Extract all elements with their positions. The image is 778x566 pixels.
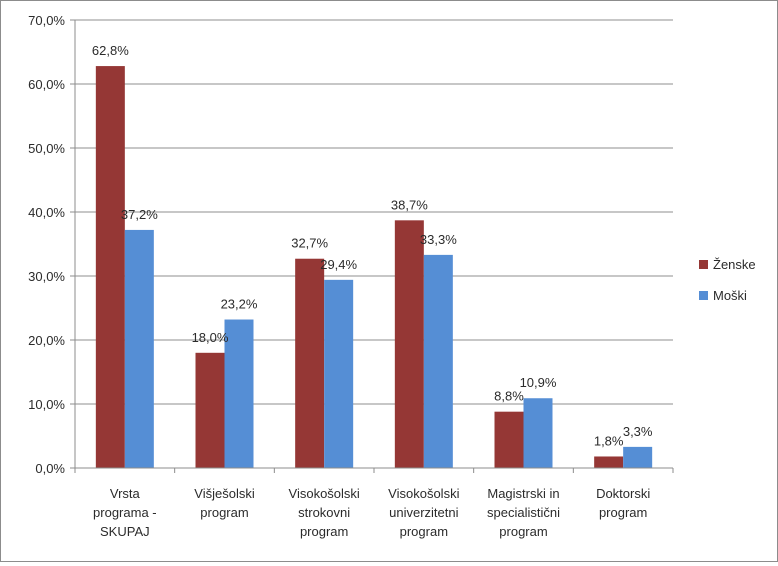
bar-moski bbox=[523, 398, 553, 468]
x-category-label: Doktorski program bbox=[596, 486, 650, 520]
data-label: 38,7% bbox=[391, 197, 428, 212]
bar-zenske bbox=[195, 352, 225, 468]
data-label: 1,8% bbox=[594, 433, 624, 448]
x-category-label: Magistrski in specialistični program bbox=[487, 486, 560, 539]
legend-swatch-zenske bbox=[699, 260, 708, 269]
x-category-label: Vrsta programa -SKUPAJ bbox=[93, 486, 157, 539]
y-tick-label: 0,0% bbox=[35, 461, 65, 476]
bar-moski bbox=[224, 319, 254, 468]
data-label: 32,7% bbox=[291, 236, 328, 251]
y-tick-label: 10,0% bbox=[28, 397, 65, 412]
data-label: 8,8% bbox=[494, 389, 524, 404]
data-label: 10,9% bbox=[520, 375, 557, 390]
x-category-label: Visokošolski strokovni program bbox=[289, 486, 360, 539]
x-category-label: Višješolski program bbox=[194, 486, 255, 520]
y-tick-label: 50,0% bbox=[28, 141, 65, 156]
data-label: 3,3% bbox=[623, 424, 653, 439]
y-tick-label: 30,0% bbox=[28, 269, 65, 284]
bar-moski bbox=[423, 254, 453, 468]
bar-zenske bbox=[594, 456, 624, 468]
data-label: 29,4% bbox=[320, 257, 357, 272]
y-tick-label: 70,0% bbox=[28, 13, 65, 28]
bar-zenske bbox=[295, 258, 325, 468]
data-label: 23,2% bbox=[221, 297, 258, 312]
bar-moski bbox=[124, 229, 154, 468]
y-tick-label: 40,0% bbox=[28, 205, 65, 220]
data-label: 37,2% bbox=[121, 207, 158, 222]
x-category-label: Visokošolski univerzitetni program bbox=[388, 486, 459, 539]
data-label: 18,0% bbox=[192, 330, 229, 345]
data-label: 33,3% bbox=[420, 232, 457, 247]
bar-zenske bbox=[95, 66, 125, 468]
y-tick-label: 20,0% bbox=[28, 333, 65, 348]
legend-swatch-moski bbox=[699, 291, 708, 300]
bar-moski bbox=[623, 446, 653, 468]
legend-label-moski: Moški bbox=[713, 288, 747, 303]
data-label: 62,8% bbox=[92, 43, 129, 58]
bar-moski bbox=[324, 279, 354, 468]
bar-zenske bbox=[394, 220, 424, 468]
legend-label-zenske: Ženske bbox=[713, 257, 756, 272]
y-tick-label: 60,0% bbox=[28, 77, 65, 92]
bar-zenske bbox=[494, 411, 524, 468]
